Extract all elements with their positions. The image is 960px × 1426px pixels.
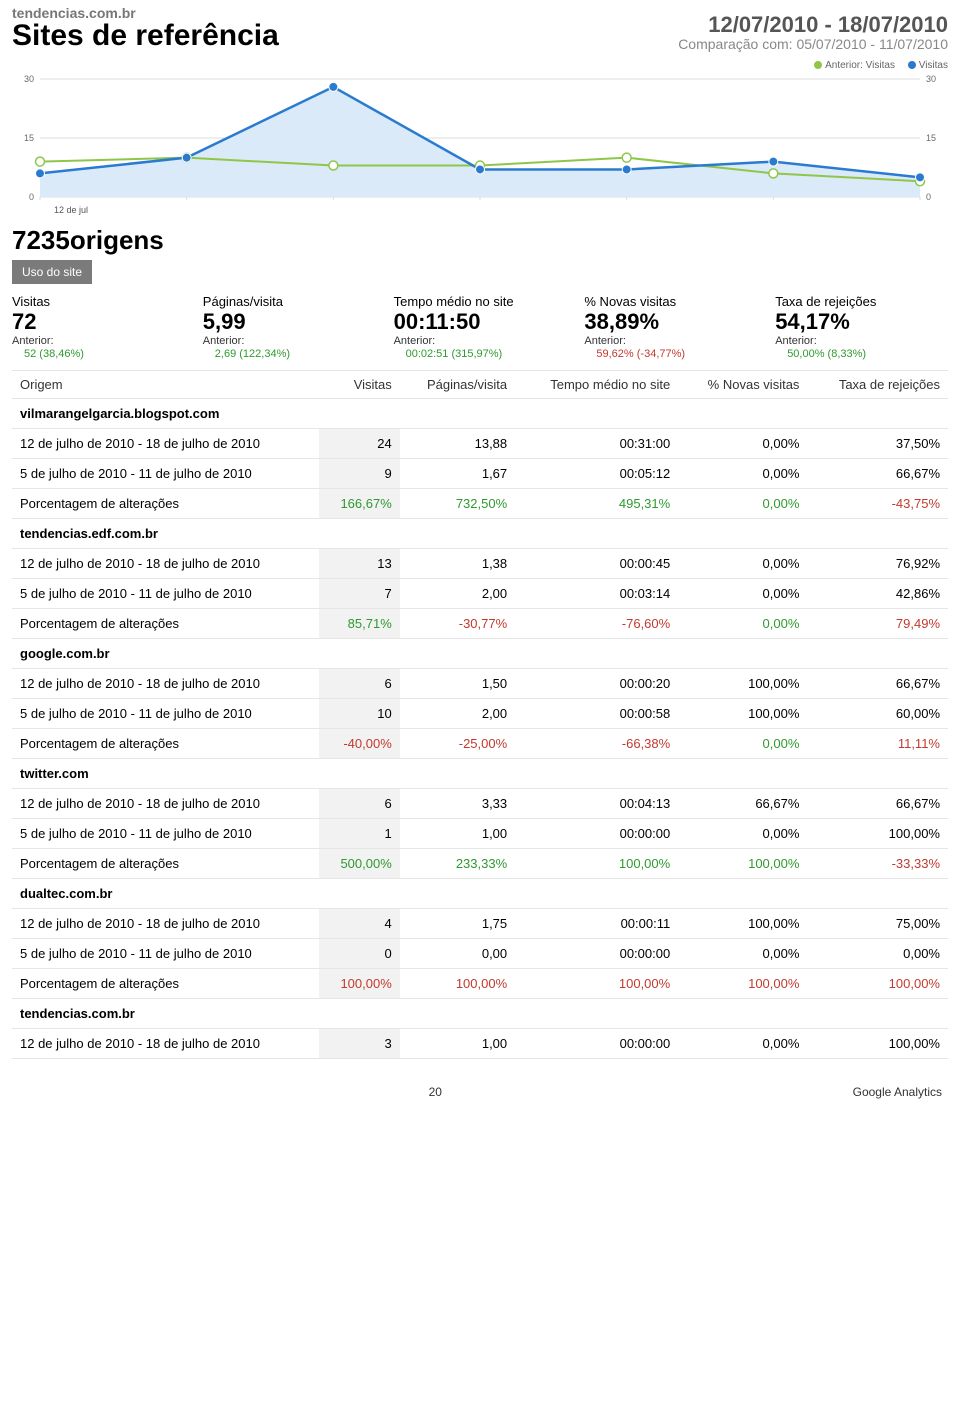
metric-value: 38,89% — [584, 309, 757, 335]
metric-card: Visitas72Anterior:52 (38,46%) — [12, 294, 185, 363]
origin-row: tendencias.edf.com.br — [12, 519, 948, 549]
origin-row: google.com.br — [12, 639, 948, 669]
footer-brand: Google Analytics — [853, 1085, 942, 1099]
column-header: Páginas/visita — [400, 371, 515, 399]
column-header: Origem — [12, 371, 319, 399]
table-row: 5 de julho de 2010 - 11 de julho de 2010… — [12, 819, 948, 849]
chart-x-axis-label: 12 de jul — [54, 205, 948, 215]
metric-previous: Anterior:59,62% (-34,77%) — [584, 335, 757, 363]
metric-card: Tempo médio no site00:11:50Anterior:00:0… — [394, 294, 567, 363]
table-row: 12 de julho de 2010 - 18 de julho de 201… — [12, 1029, 948, 1059]
table-row: 5 de julho de 2010 - 11 de julho de 2010… — [12, 459, 948, 489]
footer-page-number: 20 — [429, 1085, 442, 1099]
metric-previous: Anterior:50,00% (8,33%) — [775, 335, 948, 363]
legend-label-visitas: Visitas — [919, 60, 948, 71]
metric-value: 5,99 — [203, 309, 376, 335]
svg-text:15: 15 — [24, 133, 34, 143]
page-title: Sites de referência — [12, 20, 279, 52]
table-row-pct: Porcentagem de alterações-40,00%-25,00%-… — [12, 729, 948, 759]
legend-dot-visitas — [908, 61, 916, 69]
table-row-pct: Porcentagem de alterações166,67%732,50%4… — [12, 489, 948, 519]
table-row-pct: Porcentagem de alterações85,71%-30,77%-7… — [12, 609, 948, 639]
metric-card: Taxa de rejeições54,17%Anterior:50,00% (… — [775, 294, 948, 363]
table-row: 12 de julho de 2010 - 18 de julho de 201… — [12, 909, 948, 939]
column-header: Taxa de rejeições — [807, 371, 948, 399]
origins-count-label: origens — [70, 225, 164, 255]
metric-value: 54,17% — [775, 309, 948, 335]
table-row: 12 de julho de 2010 - 18 de julho de 201… — [12, 669, 948, 699]
origin-row: dualtec.com.br — [12, 879, 948, 909]
chart-legend: Anterior: Visitas Visitas — [12, 60, 948, 71]
origins-count-value: 7235 — [12, 225, 70, 255]
table-row: 5 de julho de 2010 - 11 de julho de 2010… — [12, 939, 948, 969]
visits-line-chart: 0 0 15 15 30 30 — [12, 73, 948, 203]
metric-card: Páginas/visita5,99Anterior:2,69 (122,34%… — [203, 294, 376, 363]
metric-label: Páginas/visita — [203, 294, 376, 309]
metrics-row: Visitas72Anterior:52 (38,46%) Páginas/vis… — [12, 294, 948, 363]
legend-label-anterior: Anterior: Visitas — [825, 60, 895, 71]
origins-count: 7235origens — [12, 225, 948, 256]
table-row: 5 de julho de 2010 - 11 de julho de 2010… — [12, 699, 948, 729]
table-row: 5 de julho de 2010 - 11 de julho de 2010… — [12, 579, 948, 609]
metric-label: Visitas — [12, 294, 185, 309]
table-row: 12 de julho de 2010 - 18 de julho de 201… — [12, 789, 948, 819]
table-row-pct: Porcentagem de alterações100,00%100,00%1… — [12, 969, 948, 999]
svg-text:30: 30 — [926, 74, 936, 84]
header-date-range: 12/07/2010 - 18/07/2010 — [678, 14, 948, 36]
column-header: Tempo médio no site — [515, 371, 678, 399]
metric-previous: Anterior:2,69 (122,34%) — [203, 335, 376, 363]
origins-table: OrigemVisitasPáginas/visitaTempo médio n… — [12, 370, 948, 1059]
tab-uso-do-site[interactable]: Uso do site — [12, 260, 92, 284]
metric-previous: Anterior:52 (38,46%) — [12, 335, 185, 363]
metric-value: 00:11:50 — [394, 309, 567, 335]
column-header: Visitas — [319, 371, 400, 399]
metric-previous: Anterior:00:02:51 (315,97%) — [394, 335, 567, 363]
metric-value: 72 — [12, 309, 185, 335]
header-domain: tendencias.com.br — [12, 6, 279, 20]
table-row: 12 de julho de 2010 - 18 de julho de 201… — [12, 429, 948, 459]
page-header: tendencias.com.br Sites de referência 12… — [12, 6, 948, 52]
svg-text:0: 0 — [29, 192, 34, 202]
origin-row: tendencias.com.br — [12, 999, 948, 1029]
svg-text:0: 0 — [926, 192, 931, 202]
header-comparison: Comparação com: 05/07/2010 - 11/07/2010 — [678, 36, 948, 52]
metric-label: Taxa de rejeições — [775, 294, 948, 309]
svg-text:15: 15 — [926, 133, 936, 143]
page-footer: 20 Google Analytics — [12, 1085, 948, 1099]
metric-card: % Novas visitas38,89%Anterior:59,62% (-3… — [584, 294, 757, 363]
origin-row: twitter.com — [12, 759, 948, 789]
column-header: % Novas visitas — [678, 371, 807, 399]
svg-text:30: 30 — [24, 74, 34, 84]
legend-dot-anterior — [814, 61, 822, 69]
table-row: 12 de julho de 2010 - 18 de julho de 201… — [12, 549, 948, 579]
metric-label: % Novas visitas — [584, 294, 757, 309]
metric-label: Tempo médio no site — [394, 294, 567, 309]
origin-row: vilmarangelgarcia.blogspot.com — [12, 399, 948, 429]
table-row-pct: Porcentagem de alterações500,00%233,33%1… — [12, 849, 948, 879]
